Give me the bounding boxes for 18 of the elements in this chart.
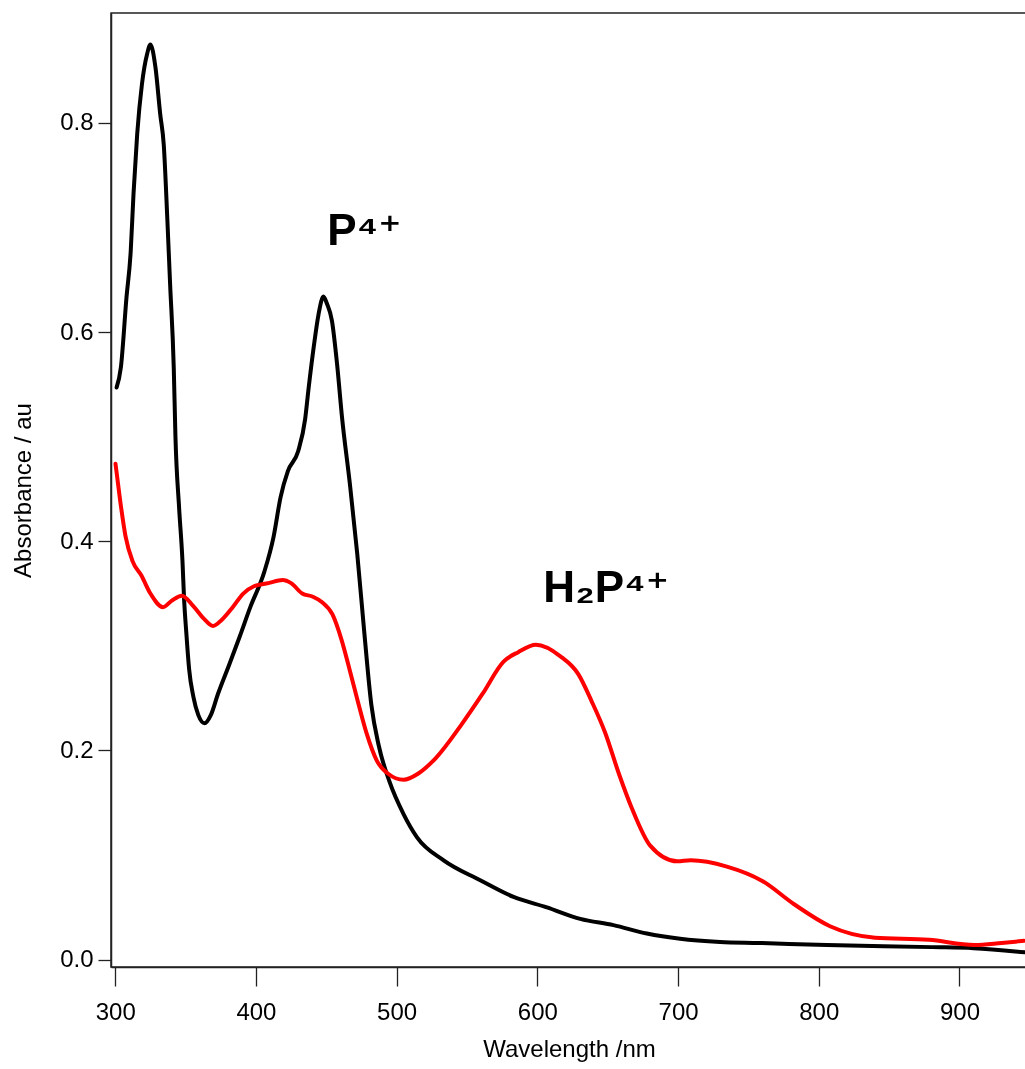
y-tick-label: 0.4 xyxy=(60,526,94,554)
x-tick-label: 800 xyxy=(799,997,840,1025)
y-tick-label: 0.2 xyxy=(60,735,94,763)
x-axis-title: Wavelength /nm xyxy=(483,1034,656,1062)
x-tick-label: 900 xyxy=(939,997,980,1025)
y-tick-label: 0.0 xyxy=(60,945,94,973)
y-axis-title: Absorbance / au xyxy=(9,403,37,578)
x-tick-label: 400 xyxy=(236,997,277,1025)
line-series xyxy=(113,461,1025,948)
line-series xyxy=(114,42,1025,955)
x-tick-label: 600 xyxy=(517,997,558,1025)
series-label: P⁴⁺ xyxy=(327,204,402,254)
x-tick-label: 500 xyxy=(377,997,418,1025)
x-tick-label: 700 xyxy=(658,997,699,1025)
y-tick-label: 0.6 xyxy=(60,317,94,345)
x-tick-label: 300 xyxy=(95,997,136,1025)
series-label: H₂P⁴⁺ xyxy=(543,561,670,611)
y-tick-label: 0.8 xyxy=(60,108,94,136)
